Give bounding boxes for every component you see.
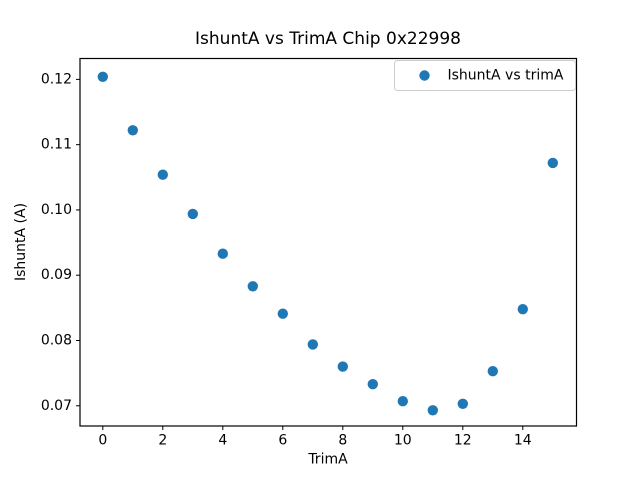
scatter-point [547,157,558,169]
y-tick-label: 0.07 [41,398,72,414]
legend-box [394,60,576,91]
scatter-points [97,71,558,416]
scatter-point [367,379,378,390]
x-tick-label: 10 [394,433,412,449]
y-axis-label: IshuntA (A) [13,203,29,281]
x-tick-label: 6 [278,433,287,449]
y-tick-label: 0.10 [41,202,72,218]
scatter-point [307,339,318,350]
scatter-point [157,169,168,180]
legend: IshuntA vs trimA [394,60,576,91]
scatter-point [397,396,408,407]
legend-label: IshuntA vs trimA [448,68,564,84]
y-tick-label: 0.08 [41,332,72,348]
x-tick-label: 14 [514,433,532,449]
scatter-point [127,125,138,136]
x-tick-label: 0 [98,433,107,449]
x-tick-label: 2 [158,433,167,449]
x-axis-ticks: 0 2 4 6 8 10 12 14 [98,426,532,449]
x-tick-label: 12 [454,433,472,449]
x-tick-label: 4 [218,433,227,449]
scatter-point [457,398,468,409]
y-tick-label: 0.11 [41,137,72,153]
plot-area [80,58,577,426]
y-tick-label: 0.12 [41,71,72,87]
x-tick-label: 8 [338,433,347,449]
legend-marker-icon [419,70,430,81]
scatter-point [217,248,228,259]
chart-title: IshuntA vs TrimA Chip 0x22998 [195,29,461,49]
axes-spines [79,57,578,427]
scatter-point [247,281,258,292]
scatter-point [187,208,198,220]
scatter-point [487,366,498,377]
x-axis-label: TrimA [307,452,348,468]
scatter-point [517,304,528,315]
scatter-point [427,405,438,416]
y-tick-label: 0.09 [41,267,72,283]
scatter-point [97,71,109,83]
y-axis-ticks: 0.07 0.08 0.09 0.10 0.11 0.12 [41,71,80,414]
scatter-point [277,308,288,319]
scatter-point [337,361,348,372]
